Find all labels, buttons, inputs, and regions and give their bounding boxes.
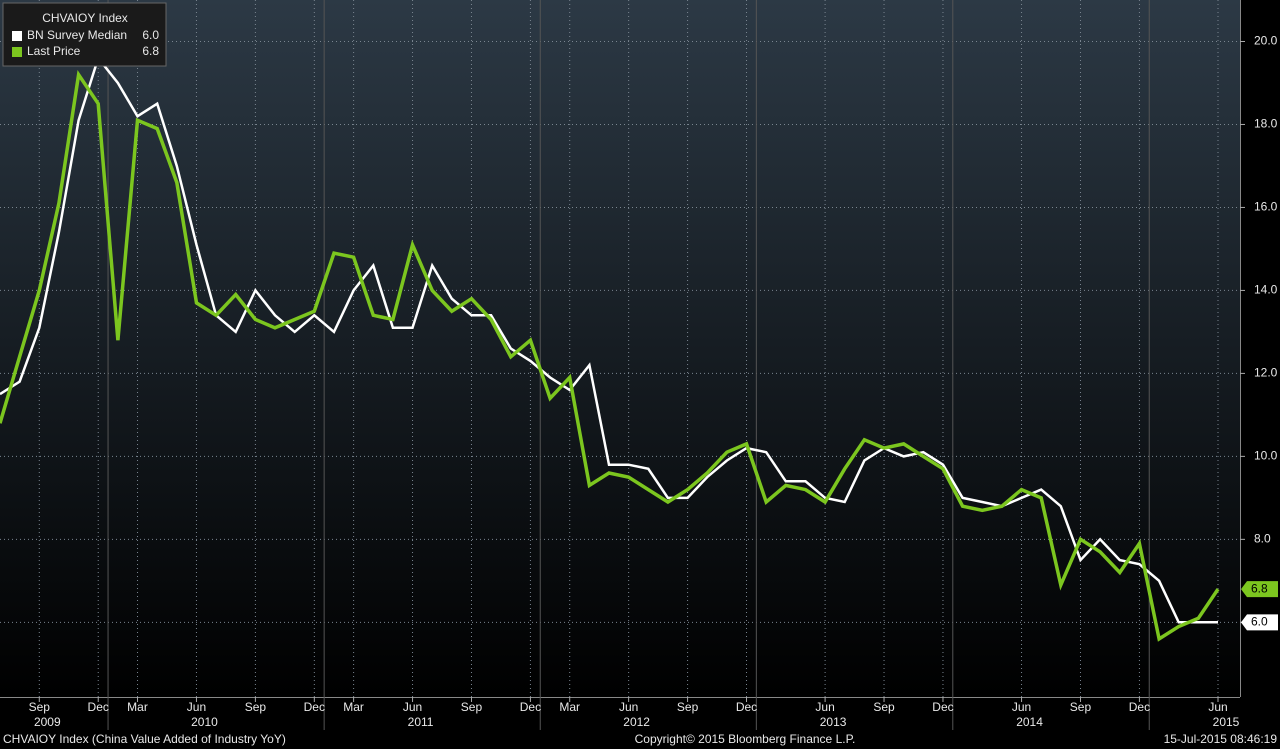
x-tick-label: Sep (461, 700, 483, 714)
x-tick-label: Mar (559, 700, 580, 714)
legend-label: Last Price (27, 44, 81, 58)
year-label: 2011 (408, 715, 434, 729)
year-label: 2009 (34, 715, 61, 729)
x-tick-label: Jun (815, 700, 834, 714)
legend-label: BN Survey Median (27, 28, 127, 42)
x-tick-label: Dec (736, 700, 757, 714)
footer-center: Copyright© 2015 Bloomberg Finance L.P. (635, 732, 856, 746)
x-tick-label: Sep (1070, 700, 1092, 714)
legend: CHVAIOY Index BN Survey Median 6.0 Last Pr… (2, 2, 167, 67)
x-tick-label: Jun (619, 700, 638, 714)
legend-box (2, 2, 167, 67)
y-tick-label: 18.0 (1254, 117, 1278, 131)
x-tick-label: Sep (873, 700, 895, 714)
value-badge-label: 6.8 (1251, 581, 1268, 595)
year-label: 2012 (623, 715, 650, 729)
value-badge (1241, 614, 1278, 631)
year-label: 2013 (820, 715, 847, 729)
x-tick-label: Sep (677, 700, 699, 714)
footer-right: 15-Jul-2015 08:46:19 (1164, 732, 1278, 746)
x-tick-label: Sep (29, 700, 51, 714)
grid (0, 0, 1240, 730)
legend-value: 6.0 (142, 28, 159, 42)
x-tick-label: Dec (932, 700, 953, 714)
y-tick-label: 16.0 (1254, 200, 1278, 214)
lines (0, 55, 1220, 642)
y-tick-label: 14.0 (1254, 283, 1278, 297)
x-tick-label: Jun (403, 700, 422, 714)
x-tick-label: Dec (304, 700, 325, 714)
legend-swatch (12, 31, 22, 41)
year-label: 2015 (1213, 715, 1240, 729)
plot-background (0, 0, 1240, 697)
value-badge (1241, 581, 1278, 598)
series-line (0, 55, 1218, 624)
year-label: 2010 (191, 715, 218, 729)
x-tick-label: Dec (520, 700, 541, 714)
y-tick-label: 20.0 (1254, 34, 1278, 48)
value-badge-label: 6.0 (1251, 614, 1268, 628)
x-tick-label: Sep (245, 700, 267, 714)
x-tick-label: Jun (1012, 700, 1031, 714)
x-tick-label: Dec (1129, 700, 1150, 714)
x-tick-label: Jun (1208, 700, 1227, 714)
year-label: 2014 (1016, 715, 1043, 729)
y-tick-label: 12.0 (1254, 366, 1278, 380)
x-tick-label: Dec (88, 700, 109, 714)
x-tick-label: Mar (343, 700, 364, 714)
footer-left: CHVAIOY Index (China Value Added of Indu… (3, 732, 286, 746)
x-tick-label: Jun (187, 700, 206, 714)
y-tick-label: 8.0 (1254, 532, 1271, 546)
y-tick-label: 10.0 (1254, 449, 1278, 463)
legend-value: 6.8 (142, 44, 159, 58)
legend-swatch (12, 47, 22, 57)
legend-title: CHVAIOY Index (42, 11, 128, 25)
x-tick-label: Mar (127, 700, 148, 714)
series-line (0, 70, 1220, 642)
